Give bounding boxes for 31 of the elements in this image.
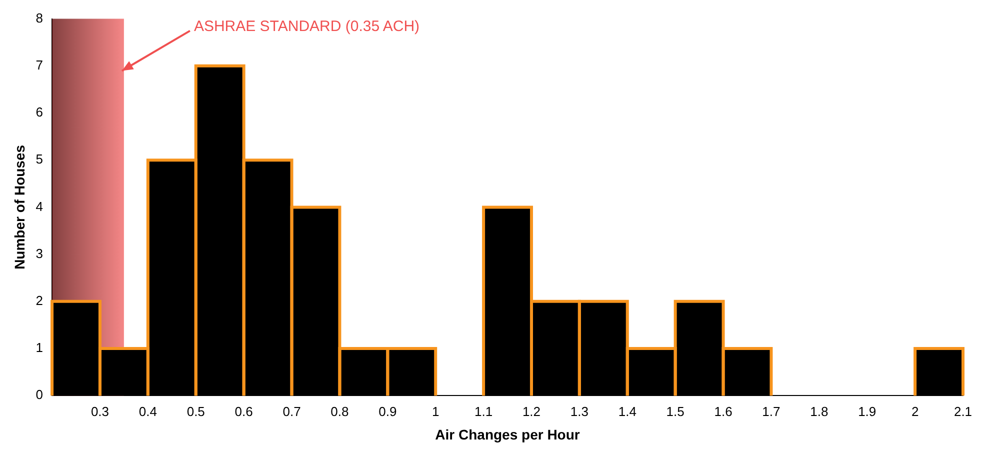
y-tick-label: 7 bbox=[36, 57, 44, 72]
x-tick-label: 1.5 bbox=[666, 404, 684, 419]
x-tick-label: 1.3 bbox=[570, 404, 588, 419]
x-tick-label: 0.3 bbox=[90, 404, 110, 419]
y-tick-label: 5 bbox=[36, 152, 44, 167]
x-tick-label: 0.9 bbox=[378, 404, 397, 419]
x-tick-label: 2.1 bbox=[954, 404, 972, 419]
x-tick-label: 0.8 bbox=[330, 404, 349, 419]
y-tick-label: 3 bbox=[36, 246, 44, 261]
band-label: ASHRAE STANDARD (0.35 ACH) bbox=[194, 18, 420, 35]
x-tick-label: 1 bbox=[432, 404, 440, 419]
x-tick-label: 0.5 bbox=[186, 404, 205, 419]
y-tick-label: 8 bbox=[36, 10, 44, 26]
x-tick-label: 1.9 bbox=[858, 404, 876, 419]
x-tick-label: 1.1 bbox=[474, 404, 493, 419]
y-tick-label: 0 bbox=[36, 387, 44, 402]
x-tick-label: 0.6 bbox=[234, 404, 253, 419]
x-tick-label: 0.7 bbox=[282, 404, 301, 419]
x-tick-label: 1.8 bbox=[810, 404, 828, 419]
x-tick-label: 1.7 bbox=[762, 404, 780, 419]
x-tick-label: 0.4 bbox=[138, 404, 157, 419]
x-tick-label: 1.4 bbox=[618, 404, 636, 419]
x-tick-label: 1.2 bbox=[522, 404, 541, 419]
y-tick-label: 2 bbox=[36, 292, 44, 308]
y-tick-label: 1 bbox=[36, 340, 44, 356]
x-axis-title: Air Changes per Hour bbox=[435, 426, 580, 442]
x-tick-label: 2 bbox=[911, 404, 919, 419]
y-axis-title: Number of Houses bbox=[11, 144, 28, 270]
y-tick-label: 6 bbox=[36, 104, 44, 120]
x-tick-label: 1.6 bbox=[714, 404, 732, 419]
y-tick-label: 4 bbox=[36, 198, 44, 214]
